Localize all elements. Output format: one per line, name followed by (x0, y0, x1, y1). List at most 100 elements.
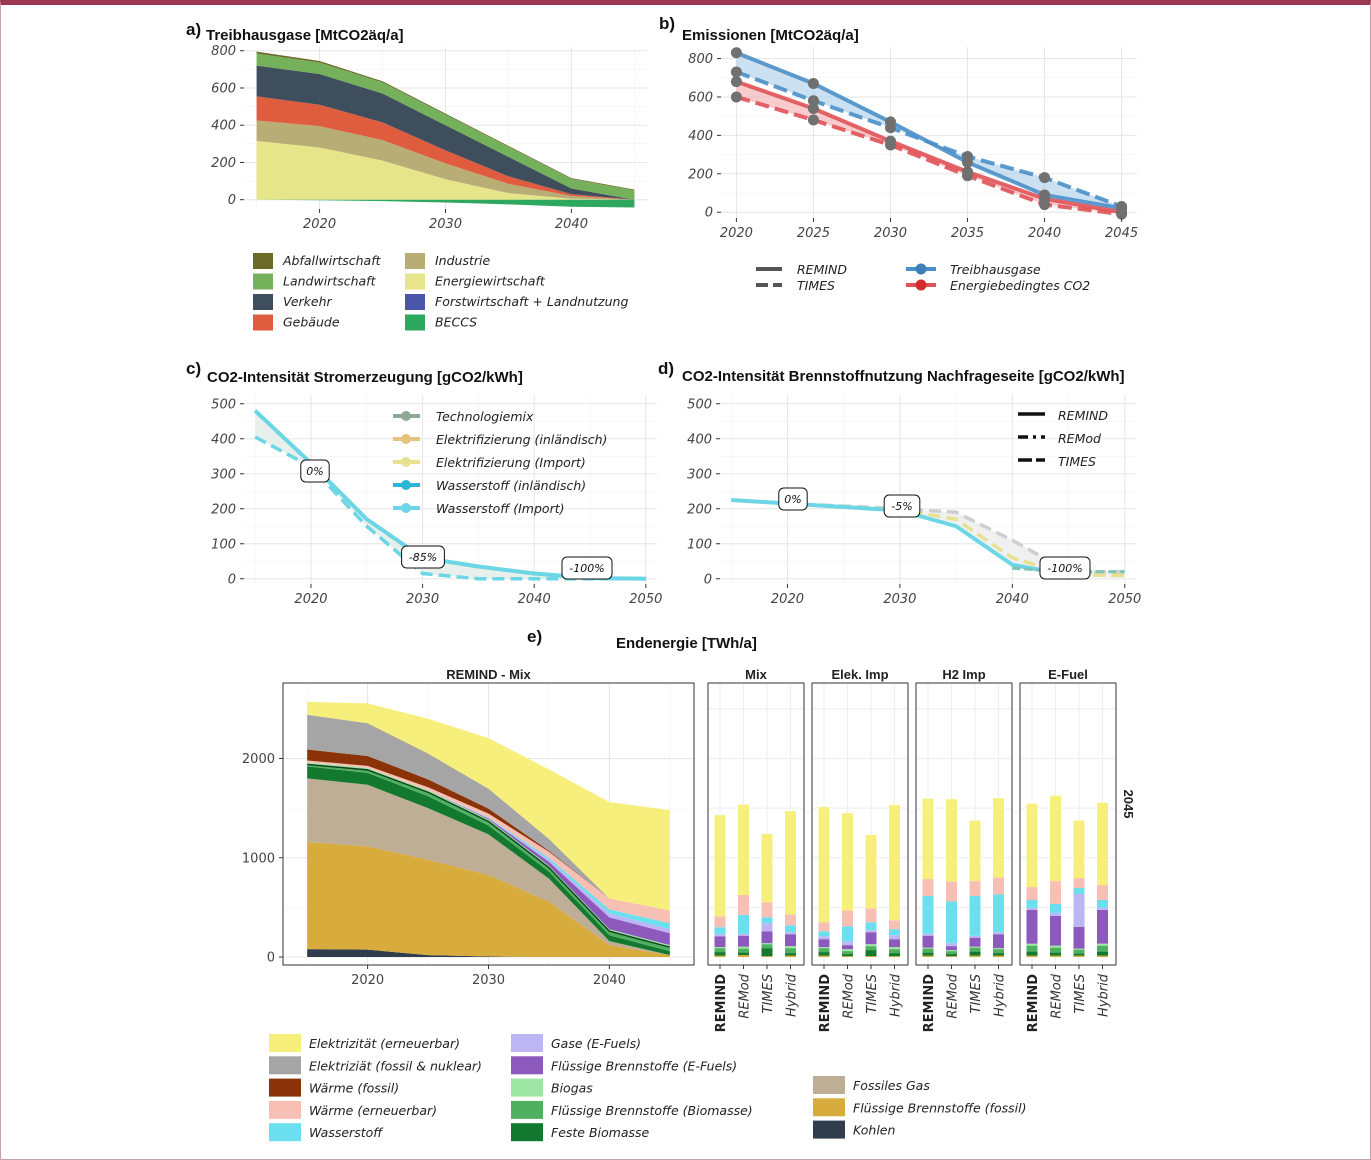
panel-e-bar-gase-e-fuels (842, 941, 853, 946)
panel-d-annotation: -5% (891, 500, 912, 513)
panel-e-bar-feste-biomasse (738, 952, 749, 956)
panel-e-legend-label: Wärme (fossil) (309, 1081, 399, 1096)
panel-b-xtick-label: 2025 (797, 226, 830, 241)
panel-e-facet-label: H2 Imp (942, 667, 985, 682)
panel-e-bar-flüssige-brennstoffe-fossil (714, 955, 726, 958)
panel-e-bar-biogas (714, 947, 726, 949)
panel-e-bar-elektrizität-erneuerbar (738, 804, 749, 895)
panel-a-ytick-label: 200 (211, 156, 236, 171)
panel-e-bar-flüssige-brennstoffe-fossil (889, 956, 900, 958)
panel-a-legend-key (253, 314, 273, 331)
panel-e-bar-biogas (818, 947, 830, 949)
panel-e-bar-category-label: Hybrid (1097, 973, 1112, 1017)
panel-b-point (884, 139, 896, 151)
panel-b-xtick-label: 2040 (1028, 226, 1061, 241)
panel-e-bar-biogas (865, 944, 877, 947)
panel-e-letter: e) (527, 627, 542, 646)
panel-e-facet-strip (708, 664, 804, 683)
panel-e-bar-wasserstoff (865, 922, 877, 931)
panel-a-legend-label: BECCS (435, 315, 477, 330)
panel-e-bar-flüssige-brennstoffe-biomasse (1073, 949, 1085, 954)
panel-a-area-industrie (256, 120, 635, 200)
panel-e-legend-key-elektriziät-fossil-nuklear (269, 1056, 301, 1075)
panel-c-legend-key-dot (401, 434, 411, 444)
panel-e-legend-key-wärme-fossil (269, 1078, 301, 1097)
panel-a-title: Treibhausgase [MtCO2äq/a] (206, 27, 404, 44)
panel-d-ytick-label: 500 (687, 397, 712, 412)
panel-e-bar-wärme-erneuerbar (993, 877, 1004, 895)
panel-e-bar-elektrizität-erneuerbar (865, 834, 877, 909)
panel-b-point (807, 114, 819, 126)
panel-d-annotation-box (883, 494, 921, 518)
panel-c-legend-label: Wasserstoff (Import) (436, 501, 565, 516)
panel-b-point (962, 170, 974, 182)
panel-e-area-elektriziät-fossil-nuklear (307, 714, 670, 911)
panel-b-xtick-label: 2045 (1105, 226, 1138, 241)
panel-e-bar-flüssige-brennstoffe-e-fuels (889, 939, 900, 948)
panel-e-bar-feste-biomasse (922, 952, 934, 956)
panel-e-bar-elektrizität-erneuerbar (761, 833, 773, 903)
panel-b-point (884, 122, 896, 134)
panel-e-bar-flüssige-brennstoffe-e-fuels (1026, 909, 1038, 944)
panel-e-bar-flüssige-brennstoffe-biomasse (842, 951, 853, 955)
panel-b-legend-key-energiebedingtes-co2-dot (915, 279, 927, 291)
panel-a-legend-key (405, 273, 425, 290)
panel-e-bar-elektrizität-erneuerbar (969, 820, 981, 882)
panel-e-bar-gase-e-fuels (946, 943, 957, 947)
panel-c-title: CO2-Intensität Stromerzeugung [gCO2/kWh] (207, 369, 523, 386)
panel-e-bar-flüssige-brennstoffe-biomasse (761, 944, 773, 949)
panel-c-ytick-label: 200 (211, 502, 236, 517)
panel-d-annotation: -100% (1047, 562, 1082, 575)
panel-d-xtick-label: 2050 (1108, 592, 1141, 607)
panel-e-bar-biogas (1073, 948, 1085, 950)
panel-e-bar-wärme-erneuerbar (946, 881, 957, 902)
panel-e-bar-wasserstoff (1073, 888, 1085, 895)
panel-e-xtick-label: 2030 (472, 973, 505, 988)
panel-a-legend-label: Industrie (435, 253, 490, 268)
panel-a-area-verkehr (256, 65, 635, 200)
panel-e-bar-elektrizität-erneuerbar (1073, 820, 1085, 879)
panel-e-bar-flüssige-brennstoffe-biomasse (1026, 945, 1038, 952)
panel-e-bar-biogas (969, 946, 981, 948)
panel-e-bar-wärme-erneuerbar (865, 908, 877, 923)
panel-e-bar-flüssige-brennstoffe-biomasse (1050, 947, 1061, 953)
panel-e-bar-category-label: REMIND (818, 974, 833, 1033)
panel-e-legend-label: Fossiles Gas (853, 1078, 930, 1093)
panel-e-legend-key-wärme-erneuerbar (269, 1100, 301, 1119)
panel-e-bar-feste-biomasse (842, 954, 853, 957)
panel-d-legend-label: TIMES (1058, 454, 1096, 469)
panel-e-bar-flüssige-brennstoffe-fossil (1097, 955, 1108, 958)
panel-e-legend-key-fossiles-gas (813, 1076, 845, 1094)
panel-e-bar-flüssige-brennstoffe-biomasse (785, 948, 796, 954)
panel-b-point (807, 95, 819, 107)
panel-b-point (1039, 172, 1051, 184)
panel-e-legend-label: Feste Biomasse (551, 1125, 650, 1140)
panel-e-bar-wasserstoff (1097, 899, 1108, 908)
panel-e-bar-flüssige-brennstoffe-fossil (865, 956, 877, 958)
panel-b-xtick-label: 2035 (951, 226, 984, 241)
panel-e-legend-key-flüssige-brennstoffe-e-fuels (511, 1056, 543, 1075)
panel-e-bar-gase-e-fuels (785, 932, 796, 935)
panel-e-bar-category-label: TIMES (761, 974, 776, 1013)
panel-e-bar-wasserstoff (993, 894, 1004, 933)
panel-e-bar-category-label: REMIND (1026, 974, 1041, 1033)
panel-a-legend-label: Gebäude (283, 315, 340, 330)
panel-e-xtick-label: 2040 (593, 973, 626, 988)
panel-e-area-kohlen (307, 949, 670, 958)
panel-e-bar-feste-biomasse (946, 954, 957, 957)
panel-e-facet-strip (812, 664, 908, 683)
panel-b-point (807, 78, 819, 90)
panel-b-line-energiebedingtes-co2-times (735, 95, 1122, 217)
panel-e-bar-category-label: TIMES (1073, 974, 1088, 1013)
panel-e-legend-key-flüssige-brennstoffe-biomasse (511, 1100, 543, 1119)
panel-d-annotation-box (1039, 556, 1091, 580)
panel-e-facet-label: Mix (745, 667, 767, 682)
panel-e-area-flüssige-brennstoffe-e-fuels (307, 762, 670, 946)
panel-e-bar-category-label: REMod (842, 973, 857, 1018)
panel-e-bar-flüssige-brennstoffe-e-fuels (818, 939, 830, 948)
panel-e-bar-elektrizität-erneuerbar (785, 811, 796, 915)
panel-e-facet-border (707, 682, 805, 966)
panel-e-bar-elektrizität-erneuerbar (922, 798, 934, 880)
panel-e-bar-flüssige-brennstoffe-biomasse (993, 949, 1004, 954)
panel-e-facet-label: Elek. Imp (831, 667, 888, 682)
